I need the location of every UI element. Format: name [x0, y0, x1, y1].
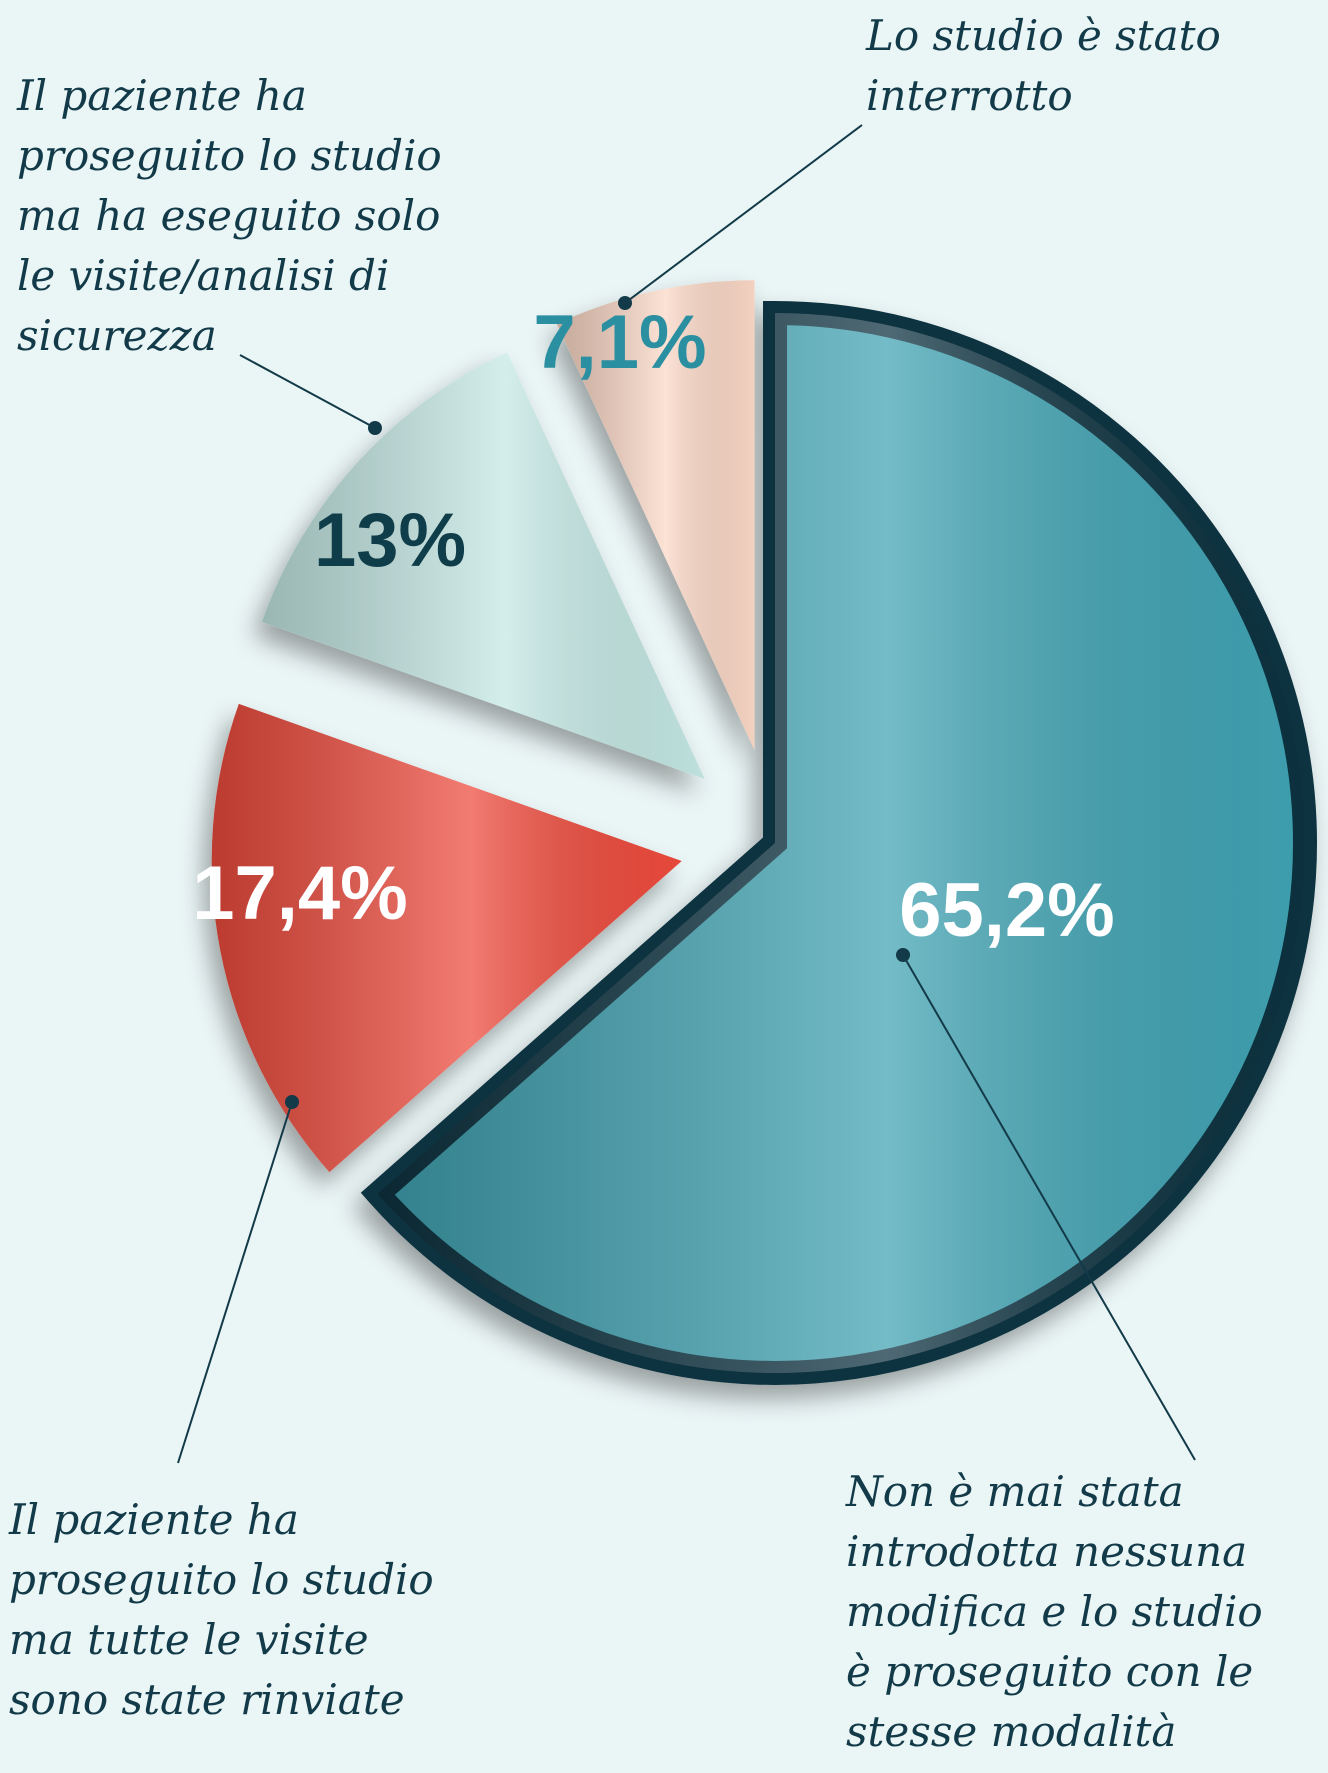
leader-line	[239, 354, 376, 429]
leader-line	[902, 954, 1196, 1461]
slice-shine	[211, 703, 682, 1173]
value-label: 7,1%	[533, 300, 706, 385]
value-label: 17,4%	[192, 851, 408, 936]
category-label: Il paziente ha proseguito lo studio ma t…	[9, 1495, 434, 1724]
value-label: 13%	[314, 498, 466, 583]
category-label: Non è mai stata introdotta nessuna modif…	[846, 1467, 1263, 1756]
value-label: 65,2%	[899, 868, 1115, 953]
slices	[211, 280, 1317, 1385]
leader-dot	[618, 296, 632, 310]
slice-shine	[377, 313, 1306, 1373]
slice-shine	[261, 352, 705, 780]
value-labels: 65,2% 17,4% 13% 7,1%	[192, 300, 1115, 953]
category-label: Il paziente ha proseguito lo studio ma h…	[17, 71, 442, 360]
category-label: Lo studio è stato interrotto	[866, 11, 1221, 120]
leader-dot	[285, 1095, 299, 1109]
slice-shine	[556, 280, 755, 751]
leader-line	[624, 124, 863, 304]
leader-dot	[368, 421, 382, 435]
leader-line	[177, 1101, 293, 1464]
leaders	[177, 124, 1196, 1464]
leader-dot	[896, 948, 910, 962]
